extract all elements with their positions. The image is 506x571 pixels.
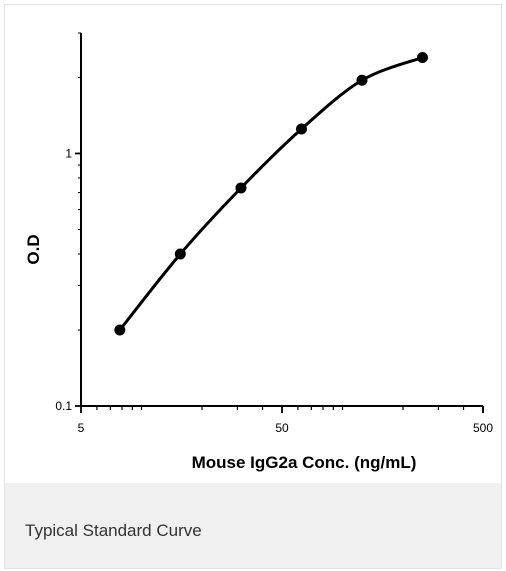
x-axis-title: Mouse IgG2a Conc. (ng/mL) (192, 453, 417, 472)
data-point (356, 74, 368, 86)
data-point (416, 51, 428, 63)
standard-curve-chart: 5 50 500 0.1 1 Mouse IgG2a Conc. (ng/mL) O.D (24, 32, 493, 472)
y-tick-label: 1 (65, 146, 72, 160)
y-tick-label: 0.1 (55, 399, 72, 413)
data-points (114, 51, 428, 336)
ticks (75, 32, 484, 413)
axes (80, 33, 483, 407)
data-point (235, 182, 247, 194)
data-point (174, 248, 186, 260)
x-tick-label: 500 (473, 421, 493, 435)
tick-labels: 5 50 500 0.1 1 (55, 146, 493, 435)
data-point (114, 324, 126, 336)
series-line (118, 55, 424, 332)
chart-area: 5 50 500 0.1 1 Mouse IgG2a Conc. (ng/mL) O.D (5, 5, 501, 483)
y-axis-title: O.D (24, 234, 43, 264)
x-tick-label: 50 (275, 421, 289, 435)
caption-text: Typical Standard Curve (25, 521, 202, 540)
caption-bar: Typical Standard Curve (5, 483, 501, 568)
x-tick-label: 5 (78, 421, 85, 435)
figure-card: 5 50 500 0.1 1 Mouse IgG2a Conc. (ng/mL) O.D… (4, 4, 502, 569)
data-point (295, 123, 307, 135)
